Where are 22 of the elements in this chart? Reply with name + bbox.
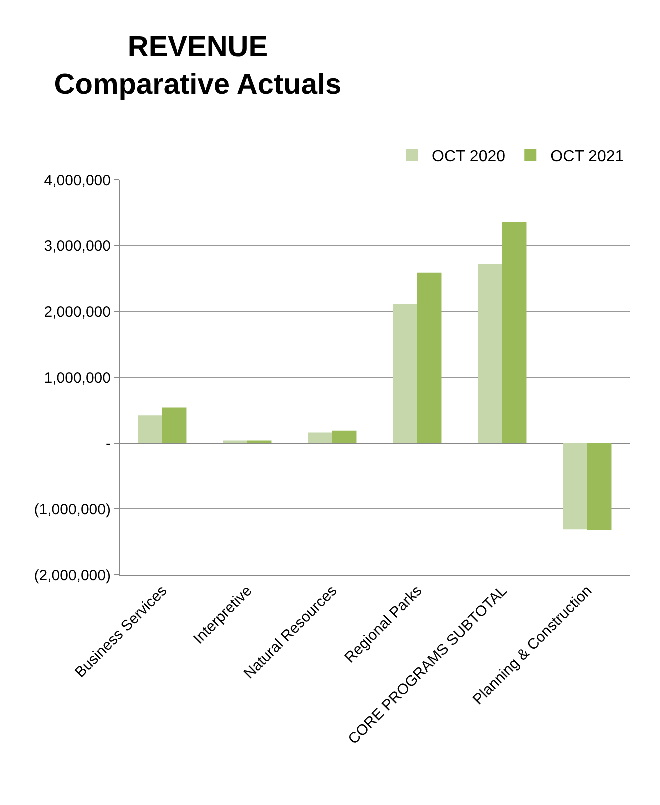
legend-label: OCT 2020 — [432, 148, 506, 166]
bar — [418, 272, 442, 444]
y-tick-label: 4,000,000 — [44, 172, 111, 190]
y-tick-label: (1,000,000) — [34, 501, 111, 518]
bar — [308, 432, 332, 444]
y-tick-label: (2,000,000) — [34, 567, 111, 584]
bar — [393, 304, 418, 444]
y-tick-label: 1,000,000 — [44, 370, 111, 387]
bar — [223, 440, 248, 444]
chart-title: REVENUE Comparative Actuals — [54, 31, 342, 102]
legend-label: OCT 2021 — [550, 148, 624, 166]
bar — [588, 443, 612, 530]
bar — [332, 430, 357, 444]
y-tick-label: - — [106, 436, 111, 453]
bar — [563, 443, 588, 530]
bar — [138, 416, 162, 444]
y-tick-label: 3,000,000 — [44, 238, 111, 256]
bar — [248, 440, 272, 444]
bar — [478, 264, 502, 444]
bar — [162, 408, 187, 444]
bar — [502, 222, 527, 444]
y-tick-label: 2,000,000 — [44, 304, 111, 321]
